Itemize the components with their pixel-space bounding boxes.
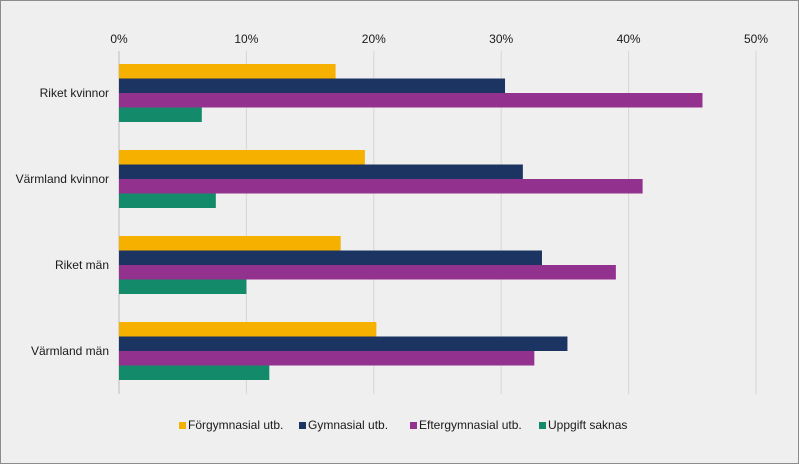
legend-swatch [539, 422, 546, 429]
bar [119, 64, 336, 79]
bar [119, 250, 542, 265]
x-axis-ticks: 0% 10% 20% 30% 40% 50% [110, 32, 768, 46]
legend: Förgymnasial utb. Gymnasial utb. Eftergymn… [179, 418, 627, 432]
legend-label: Förgymnasial utb. [188, 418, 283, 432]
x-tick-label: 50% [744, 32, 768, 46]
x-tick-label: 0% [110, 32, 128, 46]
bar [119, 365, 270, 380]
legend-swatch [179, 422, 186, 429]
x-tick-label: 30% [489, 32, 513, 46]
category-labels: Riket kvinnor Värmland kvinnor Riket män Vä… [16, 86, 109, 358]
legend-item: Förgymnasial utb. [179, 418, 283, 432]
x-tick-label: 40% [617, 32, 641, 46]
category-label: Värmland kvinnor [16, 172, 109, 186]
bars [119, 64, 703, 380]
legend-swatch [410, 422, 417, 429]
bar [119, 236, 341, 251]
bar [119, 164, 523, 179]
category-label: Riket män [55, 258, 109, 272]
x-tick-label: 20% [362, 32, 386, 46]
bar [119, 351, 535, 366]
legend-item: Gymnasial utb. [299, 418, 388, 432]
category-label: Värmland män [31, 344, 109, 358]
category-label: Riket kvinnor [40, 86, 109, 100]
legend-label: Gymnasial utb. [308, 418, 388, 432]
bar [119, 107, 202, 122]
bar [119, 179, 643, 194]
legend-swatch [299, 422, 306, 429]
bar [119, 78, 506, 93]
bar [119, 279, 247, 294]
bar [119, 265, 616, 280]
bar [119, 93, 703, 108]
bar [119, 322, 377, 337]
x-tick-label: 10% [234, 32, 258, 46]
bar [119, 150, 365, 165]
legend-label: Uppgift saknas [548, 418, 627, 432]
legend-item: Eftergymnasial utb. [410, 418, 522, 432]
legend-item: Uppgift saknas [539, 418, 627, 432]
legend-label: Eftergymnasial utb. [419, 418, 522, 432]
bar [119, 336, 568, 351]
bar [119, 193, 216, 208]
